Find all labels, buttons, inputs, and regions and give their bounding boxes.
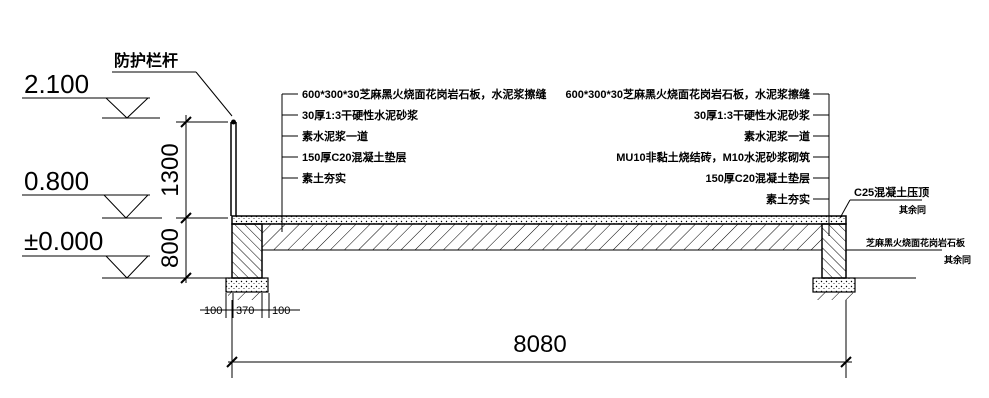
dim-1300: 1300	[157, 143, 184, 196]
dim-100-left: 100	[204, 305, 222, 317]
note-coping-sub: 其余同	[899, 204, 926, 215]
right-layer-5: 150厚C20混凝土垫层	[705, 171, 810, 185]
footing-dimension: 100 370 100	[200, 293, 300, 318]
left-layer-callouts: 600*300*30芝麻黑火烧面花岗岩石板，水泥浆擦缝 30厚1:3干硬性水泥砂…	[281, 87, 547, 232]
left-layer-5: 素土夯实	[302, 171, 346, 185]
right-layer-3: 素水泥浆一道	[744, 129, 810, 143]
dim-370: 370	[236, 305, 254, 317]
elevation-marker-2100: 2.100	[22, 69, 160, 119]
right-layer-callouts: 600*300*30芝麻黑火烧面花岗岩石板，水泥浆擦缝 30厚1:3干硬性水泥砂…	[565, 87, 830, 236]
elevation-marker-0000: ±0.000	[22, 226, 204, 279]
note-stone-title: 芝麻黑火烧面花岗岩石板	[866, 237, 966, 248]
elevation-label: ±0.000	[24, 226, 103, 256]
right-layer-4: MU10非黏土烧结砖，M10水泥砂浆砌筑	[616, 150, 810, 164]
guardrail: 防护栏杆	[112, 51, 237, 216]
elevation-label: 0.800	[24, 166, 89, 196]
left-layer-4: 150厚C20混凝土垫层	[302, 150, 407, 164]
right-layer-6: 素土夯实	[766, 192, 810, 206]
dim-100-right: 100	[272, 305, 290, 317]
right-layer-1: 600*300*30芝麻黑火烧面花岗岩石板，水泥浆擦缝	[565, 87, 810, 101]
elevation-label: 2.100	[24, 69, 89, 99]
note-coping-title: C25混凝土压顶	[854, 185, 929, 199]
overall-dimension: 8080	[226, 300, 852, 378]
dim-800: 800	[157, 228, 184, 268]
overall-dim: 8080	[513, 331, 566, 358]
elevation-marker-0800: 0.800	[22, 166, 162, 219]
vertical-dimension: 1300 800	[157, 115, 228, 284]
note-stone-sub: 其余同	[944, 254, 971, 265]
callout-title: 防护栏杆	[114, 51, 178, 70]
left-layer-3: 素水泥浆一道	[302, 129, 368, 143]
right-notes: C25混凝土压顶 其余同 芝麻黑火烧面花岗岩石板 其余同	[839, 185, 971, 265]
paving-section	[225, 215, 916, 300]
left-layer-1: 600*300*30芝麻黑火烧面花岗岩石板，水泥浆擦缝	[302, 87, 547, 101]
right-layer-2: 30厚1:3干硬性水泥砂浆	[694, 108, 811, 122]
left-layer-2: 30厚1:3干硬性水泥砂浆	[302, 108, 419, 122]
